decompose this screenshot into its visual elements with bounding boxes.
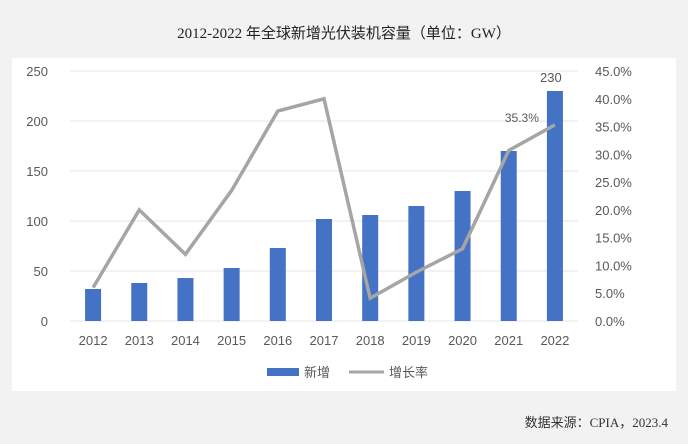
x-tick-label: 2012 xyxy=(79,333,108,348)
y2-tick-label: 10.0% xyxy=(595,258,632,273)
bar-2017 xyxy=(316,219,332,321)
legend-bar-swatch xyxy=(267,368,299,376)
y2-tick-label: 25.0% xyxy=(595,175,632,190)
bar-data-label: 230 xyxy=(540,70,562,85)
growth-rate-line xyxy=(91,96,556,301)
chart-title: 2012-2022 年全球新增光伏装机容量（单位：GW） xyxy=(177,26,511,42)
x-tick-label: 2014 xyxy=(171,333,200,348)
y-tick-label: 150 xyxy=(26,164,48,179)
data-source: 数据来源：CPIA，2023.4 xyxy=(524,415,668,430)
bar-2019 xyxy=(408,206,425,321)
y2-tick-label: 45.0% xyxy=(595,64,632,79)
y2-tick-label: 0.0% xyxy=(595,314,625,329)
y2-tick-label: 40.0% xyxy=(595,92,632,107)
bar-2016 xyxy=(269,248,286,321)
bar-2021 xyxy=(500,151,517,321)
y-tick-label: 250 xyxy=(26,64,48,79)
x-tick-label: 2017 xyxy=(310,333,339,348)
bar-2020 xyxy=(454,191,471,321)
y2-tick-label: 15.0% xyxy=(595,231,632,246)
combo-chart: 0 50 100 150 200 250 0.0% 5.0% 10.0% 15.0% 20.0% 25… xyxy=(26,64,632,380)
legend-label-growth: 增长率 xyxy=(389,365,428,380)
bar-2014 xyxy=(177,278,194,321)
y-tick-label: 200 xyxy=(26,114,48,129)
bar-2015 xyxy=(223,268,240,321)
y-tick-label: 0 xyxy=(41,314,48,329)
y2-tick-label: 5.0% xyxy=(595,286,625,301)
legend-label-new: 新增 xyxy=(304,365,330,380)
x-tick-label: 2013 xyxy=(125,333,154,348)
x-tick-label: 2019 xyxy=(402,333,431,348)
x-tick-label: 2016 xyxy=(263,333,292,348)
y-tick-label: 100 xyxy=(26,214,48,229)
y-tick-label: 50 xyxy=(34,264,48,279)
line-data-label: 35.3% xyxy=(505,111,539,125)
y2-tick-label: 35.0% xyxy=(595,120,632,135)
x-tick-label: 2020 xyxy=(448,333,477,348)
bar-2013 xyxy=(131,283,148,321)
y2-tick-label: 30.0% xyxy=(595,147,632,162)
x-tick-label: 2018 xyxy=(356,333,385,348)
x-tick-label: 2021 xyxy=(494,333,523,348)
y2-tick-label: 20.0% xyxy=(595,203,632,218)
bar-2022 xyxy=(546,91,563,321)
bar-2012 xyxy=(85,289,102,321)
x-tick-label: 2015 xyxy=(217,333,246,348)
chart-panel: 0 50 100 150 200 250 0.0% 5.0% 10.0% 15.0% 20.0% 25… xyxy=(12,58,676,391)
x-tick-label: 2022 xyxy=(540,333,569,348)
